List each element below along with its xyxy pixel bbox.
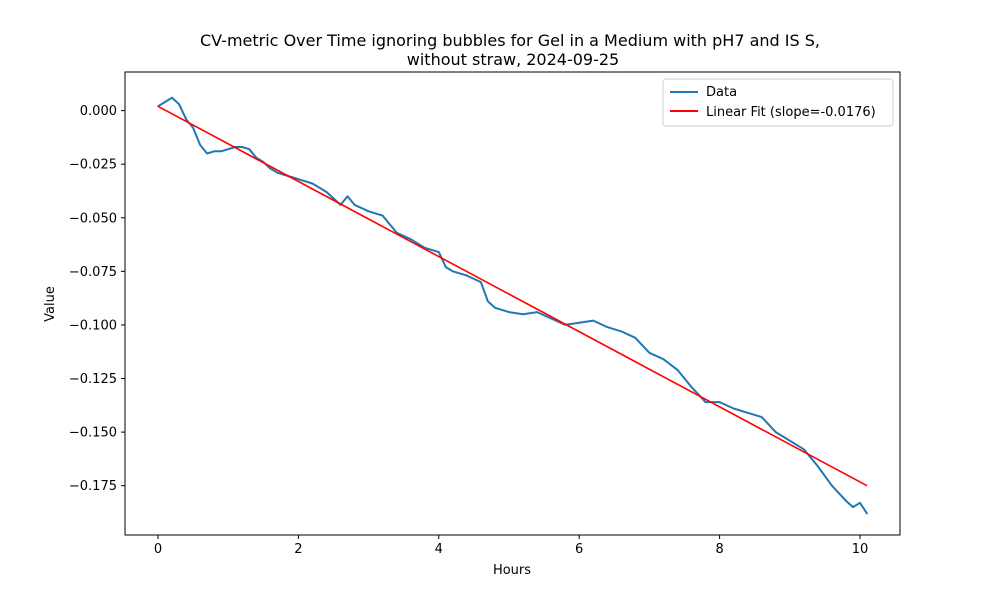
y-tick-label: −0.075 bbox=[69, 265, 117, 280]
x-axis: 0 2 4 6 8 10 bbox=[154, 535, 868, 557]
data-point bbox=[171, 96, 173, 99]
y-tick-label: −0.150 bbox=[69, 426, 117, 441]
data-point bbox=[634, 337, 637, 339]
legend-box bbox=[662, 78, 894, 127]
data-point bbox=[220, 150, 222, 153]
data-point bbox=[494, 307, 496, 309]
data-point bbox=[746, 412, 749, 414]
x-tick-label: 6 bbox=[575, 542, 583, 557]
x-tick-label: 2 bbox=[294, 542, 302, 557]
y-tick-label: −0.125 bbox=[69, 372, 117, 387]
data-point bbox=[859, 502, 861, 504]
data-point bbox=[803, 448, 805, 451]
legend-label-data: Data bbox=[706, 85, 737, 100]
data-point bbox=[606, 326, 609, 328]
y-tick-label: −0.100 bbox=[69, 318, 117, 333]
data-point bbox=[353, 204, 356, 206]
x-axis-label: Hours bbox=[493, 563, 531, 578]
data-point bbox=[704, 401, 707, 403]
y-tick-label: 0.000 bbox=[80, 104, 117, 119]
data-point bbox=[346, 195, 349, 198]
data-point bbox=[789, 439, 791, 442]
data-point bbox=[409, 238, 412, 240]
data-point bbox=[438, 251, 440, 253]
chart-title-line-2: without straw, 2024-09-25 bbox=[407, 50, 619, 69]
data-point bbox=[718, 401, 721, 403]
legend: Data Linear Fit (slope=-0.0176) bbox=[662, 78, 894, 127]
data-point bbox=[817, 465, 819, 468]
data-point bbox=[480, 281, 482, 283]
data-point bbox=[325, 191, 328, 193]
linear-fit-line bbox=[157, 105, 868, 487]
data-point bbox=[367, 210, 370, 213]
data-point bbox=[178, 103, 180, 105]
data-point bbox=[487, 300, 489, 303]
data-point bbox=[213, 150, 215, 153]
data-point bbox=[676, 369, 679, 371]
data-point bbox=[297, 178, 300, 180]
data-point bbox=[732, 407, 735, 410]
data-point bbox=[592, 319, 594, 322]
data-point bbox=[269, 167, 272, 170]
data-point bbox=[690, 386, 693, 388]
data-point bbox=[852, 506, 854, 508]
data-point bbox=[199, 144, 201, 146]
plot-area bbox=[124, 71, 901, 536]
data-point bbox=[248, 148, 251, 150]
data-point bbox=[578, 322, 580, 324]
data-point bbox=[227, 148, 229, 150]
data-point bbox=[311, 182, 314, 185]
data-point bbox=[620, 330, 623, 333]
data-point bbox=[536, 311, 538, 313]
data-point bbox=[381, 214, 384, 217]
data-point bbox=[466, 274, 468, 277]
data-point bbox=[831, 484, 833, 487]
legend-label-linear-fit: Linear Fit (slope=-0.0176) bbox=[706, 105, 876, 120]
data-point bbox=[508, 311, 510, 313]
data-point bbox=[774, 431, 777, 433]
data-point bbox=[276, 171, 279, 174]
y-axis: 0.000 −0.025 −0.050 −0.075 −0.100 −0.125 −0.15… bbox=[69, 104, 125, 494]
data-point bbox=[452, 270, 454, 273]
data-point bbox=[648, 352, 651, 354]
data-point bbox=[522, 313, 524, 316]
data-point bbox=[241, 146, 243, 148]
data-point bbox=[445, 266, 447, 268]
data-point bbox=[550, 317, 552, 320]
data-point bbox=[760, 416, 763, 418]
y-tick-label: −0.175 bbox=[69, 479, 117, 494]
data-point bbox=[192, 126, 194, 129]
data-point bbox=[845, 499, 847, 502]
x-tick-label: 4 bbox=[435, 542, 443, 557]
chart-title-line-1: CV-metric Over Time ignoring bubbles for… bbox=[200, 31, 820, 50]
axes-frame bbox=[124, 71, 901, 536]
x-tick-label: 8 bbox=[715, 542, 723, 557]
y-tick-label: −0.025 bbox=[69, 158, 117, 173]
data-point bbox=[164, 101, 166, 103]
data-point bbox=[662, 358, 665, 361]
x-tick-label: 10 bbox=[852, 542, 869, 557]
series-layer bbox=[157, 96, 868, 515]
data-point bbox=[185, 118, 187, 120]
x-tick-label: 0 bbox=[154, 542, 162, 557]
data-point bbox=[206, 152, 208, 155]
y-axis-label: Value bbox=[43, 286, 58, 322]
data-point bbox=[866, 512, 868, 515]
y-tick-label: −0.050 bbox=[69, 211, 117, 226]
